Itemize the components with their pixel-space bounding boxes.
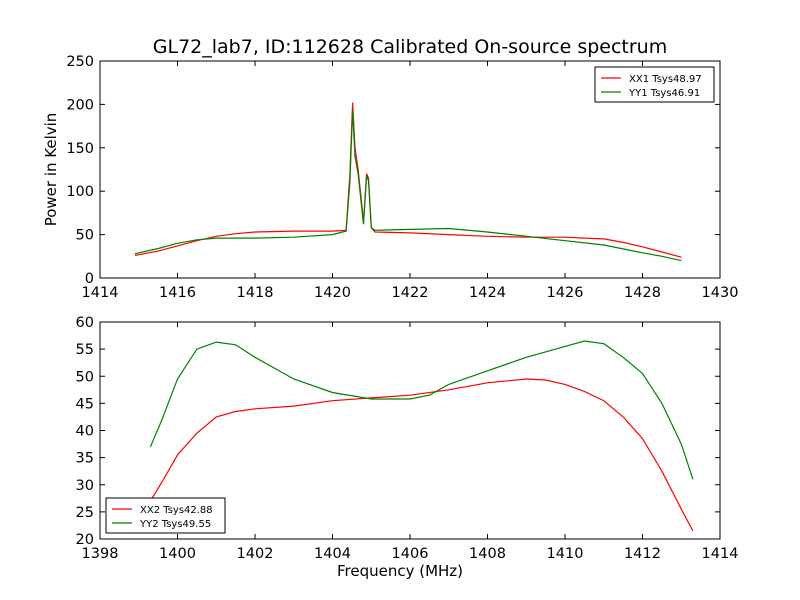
top-panel-ticks: 1414 1416 1418 1420 1422 1424 1426 1428 1430 0 50 1… [66, 54, 738, 301]
top-panel-lines [134, 102, 682, 262]
bottom-panel: 1398 1400 1402 1404 1406 1408 1410 1412 1414 20 25… [76, 315, 739, 580]
bottom-xtick-label-1: 1400 [159, 546, 196, 562]
top-ytick-label-5: 250 [66, 54, 94, 70]
bottom-ytick-label-7: 55 [76, 342, 94, 358]
bottom-xtick-label-8: 1414 [702, 546, 739, 562]
top-xtick-label-7: 1428 [624, 285, 661, 301]
bottom-panel-xlabel: Frequency (MHz) [337, 562, 463, 580]
top-ytick-label-4: 200 [66, 97, 94, 113]
top-xtick-label-2: 1418 [237, 285, 274, 301]
top-panel-legend: XX1 Tsys48.97 YY1 Tsys46.91 [594, 66, 715, 103]
bottom-series-line-1 [149, 340, 694, 480]
top-panel: 1414 1416 1418 1420 1422 1424 1426 1428 1430 0 50 1… [42, 54, 738, 301]
bottom-ytick-label-8: 60 [76, 315, 94, 331]
top-xtick-label-8: 1430 [702, 285, 739, 301]
top-ytick-label-2: 100 [66, 184, 94, 200]
top-legend-label-xx1: XX1 Tsys48.97 [629, 74, 702, 85]
bottom-legend-label-xx2: XX2 Tsys42.88 [140, 505, 213, 516]
bottom-xtick-label-2: 1402 [237, 546, 274, 562]
bottom-panel-legend: XX2 Tsys42.88 YY2 Tsys49.55 [105, 497, 226, 534]
bottom-panel-frame [99, 321, 721, 540]
top-legend-box [594, 66, 715, 103]
bottom-ytick-label-4: 40 [76, 424, 94, 440]
top-xtick-label-5: 1424 [469, 285, 506, 301]
top-xtick-label-0: 1414 [82, 285, 119, 301]
bottom-ytick-label-1: 25 [76, 505, 94, 521]
bottom-xtick-label-7: 1412 [624, 546, 661, 562]
bottom-xtick-label-0: 1398 [82, 546, 119, 562]
top-panel-ylabel: Power in Kelvin [42, 113, 60, 227]
bottom-series-line-0 [149, 378, 694, 532]
bottom-ytick-label-6: 50 [76, 369, 94, 385]
bottom-xtick-label-5: 1408 [469, 546, 506, 562]
bottom-ytick-label-3: 35 [76, 451, 94, 467]
bottom-ytick-label-5: 45 [76, 396, 94, 412]
top-xtick-label-4: 1422 [392, 285, 429, 301]
top-xtick-label-3: 1420 [314, 285, 351, 301]
bottom-panel-lines [149, 340, 694, 532]
bottom-xtick-label-6: 1410 [547, 546, 584, 562]
bottom-xtick-label-3: 1404 [314, 546, 351, 562]
bottom-ytick-label-2: 30 [76, 478, 94, 494]
top-ytick-label-3: 150 [66, 141, 94, 157]
top-series-line-1 [134, 110, 682, 262]
top-ytick-label-0: 0 [85, 271, 94, 287]
top-legend-label-yy1: YY1 Tsys46.91 [628, 88, 700, 99]
bottom-legend-box [105, 497, 226, 534]
bottom-ytick-label-0: 20 [76, 532, 94, 548]
bottom-xtick-label-4: 1406 [392, 546, 429, 562]
top-panel-frame [99, 60, 721, 279]
bottom-legend-label-yy2: YY2 Tsys49.55 [139, 519, 211, 530]
top-xtick-label-6: 1426 [547, 285, 584, 301]
top-ytick-label-1: 50 [76, 228, 94, 244]
top-xtick-label-1: 1416 [159, 285, 196, 301]
bottom-panel-ticks: 1398 1400 1402 1404 1406 1408 1410 1412 1414 20 25… [76, 315, 739, 562]
chart-title: GL72_lab7, ID:112628 Calibrated On-sourc… [153, 36, 667, 58]
